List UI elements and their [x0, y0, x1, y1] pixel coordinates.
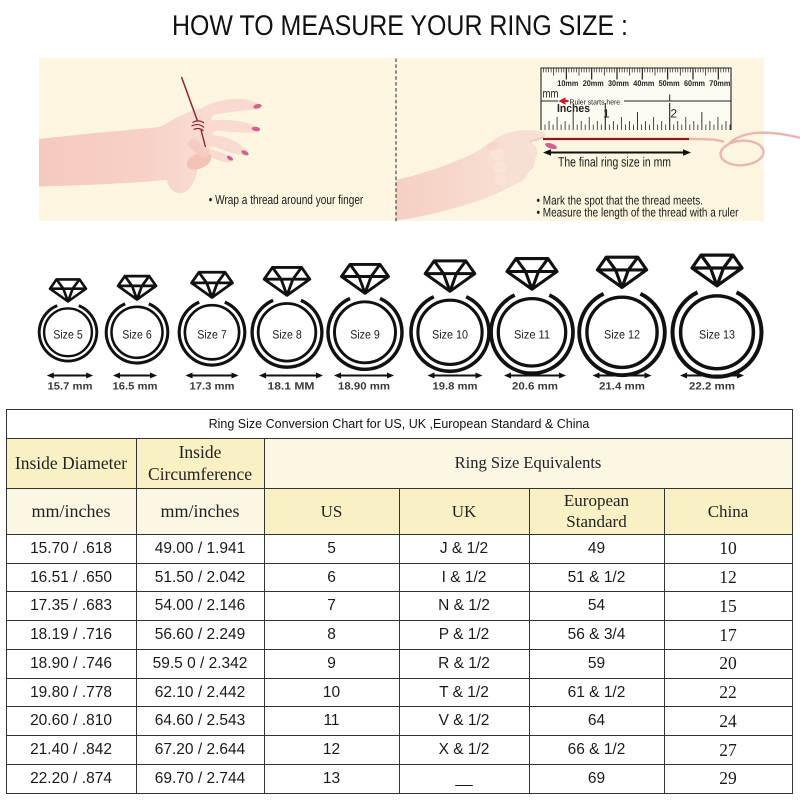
svg-text:70mm: 70mm [709, 79, 730, 88]
svg-text:• Mark the spot that the threa: • Mark the spot that the thread meets. [537, 194, 704, 208]
svg-text:Size 11: Size 11 [514, 328, 550, 342]
svg-text:19.8 mm: 19.8 mm [433, 381, 478, 393]
svg-text:Size 13: Size 13 [699, 328, 735, 342]
svg-text:20mm: 20mm [583, 79, 604, 88]
svg-text:1: 1 [603, 107, 610, 121]
svg-text:50mm: 50mm [659, 79, 680, 88]
svg-text:Ruler starts here.: Ruler starts here. [570, 97, 623, 106]
svg-text:Size 8: Size 8 [272, 328, 302, 342]
svg-text:• Measure the length of the th: • Measure the length of the thread with … [537, 206, 739, 220]
svg-text:Size 12: Size 12 [604, 328, 640, 342]
svg-text:10mm: 10mm [557, 79, 578, 88]
svg-text:mm: mm [543, 87, 559, 101]
svg-text:18.90 mm: 18.90 mm [338, 381, 390, 393]
svg-text:15.7 mm: 15.7 mm [48, 381, 93, 393]
svg-text:Size 5: Size 5 [53, 328, 83, 342]
svg-text:• Wrap a thread around your fi: • Wrap a thread around your finger [209, 192, 364, 207]
svg-text:Inches: Inches [557, 103, 590, 115]
svg-text:Size 7: Size 7 [197, 328, 227, 342]
svg-text:30mm: 30mm [608, 79, 629, 88]
svg-text:60mm: 60mm [684, 79, 705, 88]
svg-text:20.6 mm: 20.6 mm [512, 381, 558, 393]
svg-text:17.3 mm: 17.3 mm [190, 381, 235, 393]
svg-text:40mm: 40mm [633, 79, 654, 88]
svg-text:16.5 mm: 16.5 mm [113, 381, 158, 393]
svg-text:18.1 MM: 18.1 MM [268, 381, 315, 393]
svg-text:HOW TO MEASURE YOUR RING SIZE: HOW TO MEASURE YOUR RING SIZE : [172, 10, 628, 42]
svg-text:21.4 mm: 21.4 mm [599, 381, 645, 393]
svg-text:Size 6: Size 6 [122, 328, 152, 342]
svg-text:Size 9: Size 9 [350, 328, 380, 342]
svg-text:2: 2 [670, 107, 677, 121]
svg-text:22.2 mm: 22.2 mm [689, 381, 735, 393]
svg-text:Size 10: Size 10 [432, 328, 468, 342]
svg-text:The final ring size in mm: The final ring size in mm [558, 155, 671, 170]
